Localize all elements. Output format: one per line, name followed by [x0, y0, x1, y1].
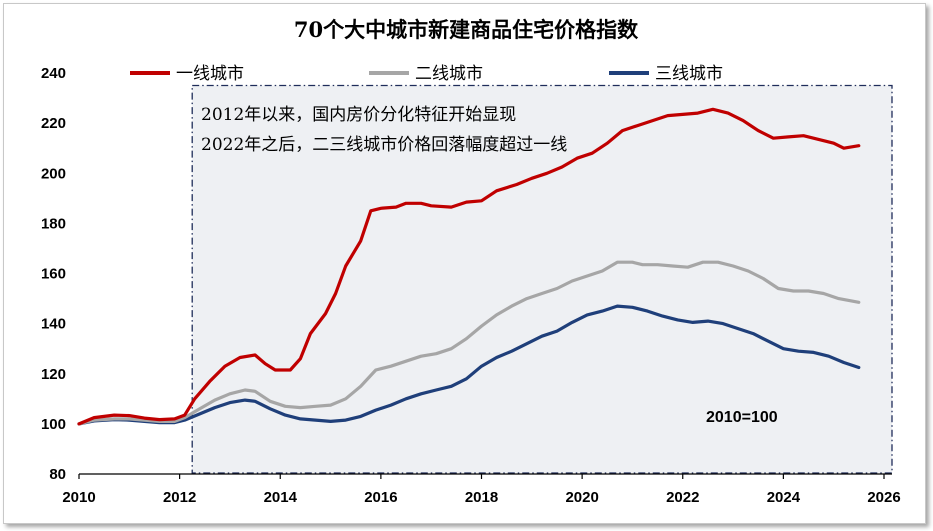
x-tick-label: 2024	[767, 489, 801, 506]
series-layer	[77, 107, 861, 426]
x-tick-label: 2022	[666, 489, 699, 506]
x-tick-label: 2014	[264, 489, 298, 506]
y-axis-ticks: 80 100 120 140 160 180 200 220 240	[41, 65, 66, 483]
annotation-decline: 2022年之后，二三线城市价格回落幅度超过一线	[201, 135, 567, 155]
x-axis-ticks: 2010 2012 2014 2016 2018 2020 2022 2024 2026	[62, 474, 901, 506]
x-tick-label: 2018	[465, 489, 498, 506]
x-tick-label: 2026	[867, 489, 900, 506]
x-tick-label: 2010	[62, 489, 95, 506]
y-tick-label: 200	[41, 165, 66, 182]
annotation-divergence: 2012年以来，国内房价分化特征开始显现	[201, 105, 516, 125]
y-tick-label: 100	[41, 416, 66, 433]
chart-title: 70个大中城市新建商品住宅价格指数	[294, 17, 639, 42]
legend: 一线城市 二线城市 三线城市	[130, 64, 723, 84]
y-tick-label: 140	[41, 316, 66, 333]
y-tick-label: 180	[41, 215, 66, 232]
x-tick-label: 2016	[364, 489, 397, 506]
y-tick-label: 240	[41, 65, 66, 82]
x-tick-label: 2012	[163, 489, 196, 506]
series-line-1	[77, 260, 861, 426]
annotation-base-year: 2010=100	[706, 409, 778, 426]
y-tick-label: 120	[41, 366, 66, 383]
x-tick-label: 2020	[565, 489, 598, 506]
y-tick-label: 80	[49, 466, 66, 483]
legend-label-1: 二线城市	[415, 64, 483, 84]
y-tick-label: 160	[41, 266, 66, 283]
legend-label-2: 三线城市	[655, 64, 723, 84]
series-line-0	[77, 107, 861, 426]
legend-label-0: 一线城市	[176, 64, 244, 84]
y-tick-label: 220	[41, 115, 66, 132]
series-line-2	[77, 304, 861, 426]
